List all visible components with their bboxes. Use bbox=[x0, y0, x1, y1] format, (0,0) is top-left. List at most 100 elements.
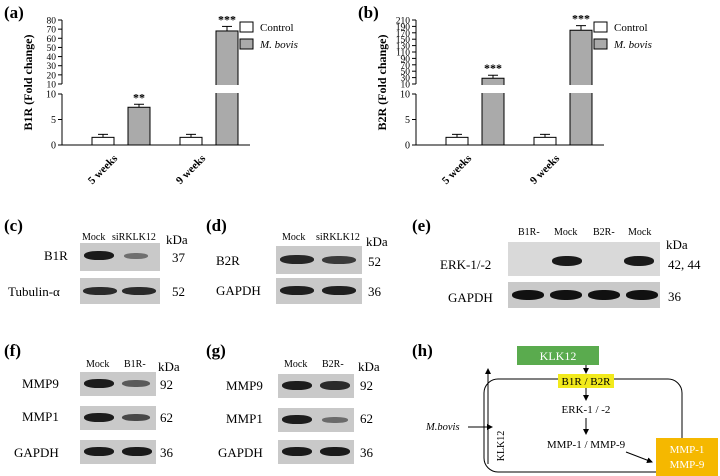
lane-label-mock: Mock bbox=[86, 359, 110, 370]
y-tick-label: 10 bbox=[46, 90, 56, 101]
kda-header: kDa bbox=[166, 232, 188, 247]
blot-image bbox=[80, 440, 156, 464]
chart-b2r-fold-change: B2R (Fold change)05101030507090110130150… bbox=[375, 12, 652, 187]
lane-label-mock: Mock bbox=[628, 227, 652, 238]
legend-label: M. bovis bbox=[613, 39, 652, 51]
kda-header: kDa bbox=[358, 359, 380, 374]
y-tick-label: 130 bbox=[396, 42, 411, 52]
lane-label-b2r: B2R- bbox=[593, 227, 615, 238]
lane-label-mock: Mock bbox=[284, 359, 308, 370]
kda-header: kDa bbox=[666, 237, 688, 252]
blot-row-label: B2R bbox=[216, 253, 240, 268]
significance-label: *** bbox=[218, 12, 236, 26]
receptor-label: B1R / B2R bbox=[562, 376, 612, 388]
blot-row-label: ERK-1/-2 bbox=[440, 257, 492, 272]
axis-break-gap bbox=[215, 85, 239, 93]
kda-value: 92 bbox=[360, 378, 373, 393]
blot-row-label: GAPDH bbox=[216, 283, 261, 298]
y-tick-label: 5 bbox=[51, 115, 56, 126]
kda-value: 62 bbox=[160, 410, 173, 425]
receptor-highlight bbox=[558, 374, 614, 388]
bar-control bbox=[91, 136, 115, 146]
blot-image bbox=[80, 243, 160, 271]
legend-label: M. bovis bbox=[259, 39, 298, 51]
y-tick-label: 110 bbox=[396, 49, 410, 59]
blot-image bbox=[80, 372, 156, 396]
mmp-output-box bbox=[656, 438, 718, 476]
legend-swatch bbox=[239, 21, 254, 33]
blot-row-label: B1R bbox=[44, 248, 68, 263]
pathway-diagram: KLK12 B1R / B2R ERK-1 / -2 MMP-1 / MMP-9… bbox=[425, 346, 718, 476]
mmp1-label: MMP-1 bbox=[670, 444, 705, 456]
western-blot-d: Mock siRKLK12 kDa B2R GAPDH 52 36 bbox=[206, 228, 406, 338]
axis-break-gap bbox=[481, 85, 505, 93]
x-category-label: 5 weeks bbox=[440, 152, 475, 187]
significance-label: *** bbox=[572, 12, 590, 26]
y-tick-label: 10 bbox=[401, 81, 411, 91]
y-tick-label: 50 bbox=[47, 44, 57, 54]
kda-value: 36 bbox=[368, 284, 381, 299]
kda-value: 92 bbox=[160, 377, 173, 392]
klk12-box bbox=[517, 346, 599, 365]
legend-label: Control bbox=[260, 22, 294, 34]
panel-label-e: (e) bbox=[412, 216, 431, 235]
kda-header: kDa bbox=[366, 234, 388, 249]
y-tick-label: 0 bbox=[405, 141, 410, 152]
y-tick-label: 10 bbox=[47, 81, 57, 91]
western-blot-g: Mock B2R- kDa MMP9 MMP1 GAPDH 92 62 36 bbox=[206, 352, 406, 476]
bar-control bbox=[179, 136, 203, 146]
x-category-label: 5 weeks bbox=[86, 152, 121, 187]
y-tick-label: 30 bbox=[47, 62, 57, 72]
significance-label: ** bbox=[133, 90, 145, 104]
x-category-label: 9 weeks bbox=[174, 152, 209, 187]
mmp9-label: MMP-9 bbox=[670, 459, 705, 471]
panel-label-c: (c) bbox=[4, 216, 23, 235]
panel-label-f: (f) bbox=[4, 341, 21, 360]
kda-value: 36 bbox=[360, 445, 373, 460]
blot-image bbox=[508, 282, 660, 308]
blot-row-label: GAPDH bbox=[14, 445, 59, 460]
klk12-vertical-label: KLK12 bbox=[496, 431, 507, 462]
significance-label: *** bbox=[484, 61, 502, 75]
lane-label-mock: Mock bbox=[554, 227, 578, 238]
klk12-label: KLK12 bbox=[540, 349, 577, 363]
legend-swatch bbox=[593, 38, 608, 50]
blot-row-label: GAPDH bbox=[218, 445, 263, 460]
cell-boundary bbox=[483, 378, 683, 473]
blot-image bbox=[276, 246, 362, 274]
blot-row-label: Tubulin-α bbox=[8, 284, 60, 299]
blot-image bbox=[508, 242, 660, 276]
panel-label-b: (b) bbox=[358, 3, 379, 22]
y-tick-label: 20 bbox=[47, 71, 57, 81]
y-tick-label: 40 bbox=[47, 53, 57, 63]
bar-m-bovis bbox=[127, 106, 151, 146]
blot-image bbox=[278, 408, 354, 432]
kda-value: 42, 44 bbox=[668, 257, 701, 272]
y-tick-label: 5 bbox=[405, 115, 410, 126]
y-tick-label: 170 bbox=[396, 29, 411, 39]
y-tick-label: 70 bbox=[401, 61, 411, 71]
y-axis-label: B2R (Fold change) bbox=[375, 34, 389, 130]
western-blot-f: Mock B1R- kDa MMP9 MMP1 GAPDH 92 62 36 bbox=[0, 352, 200, 476]
western-blot-e: B1R- Mock B2R- Mock kDa ERK-1/-2 GAPDH 4… bbox=[412, 228, 720, 338]
lane-label-mock: Mock bbox=[82, 232, 106, 243]
y-tick-label: 70 bbox=[47, 26, 57, 36]
kda-value: 36 bbox=[668, 289, 681, 304]
blot-row-label: MMP1 bbox=[226, 411, 263, 426]
kda-value: 52 bbox=[368, 254, 381, 269]
y-tick-label: 30 bbox=[401, 74, 411, 84]
lane-label-mock: Mock bbox=[282, 232, 306, 243]
kda-value: 37 bbox=[172, 250, 185, 265]
western-blot-c: Mock siRKLK12 kDa B1R Tubulin-α 37 52 bbox=[0, 228, 200, 338]
y-tick-label: 210 bbox=[396, 17, 411, 27]
lane-label-b1r: B1R- bbox=[124, 359, 146, 370]
blot-row-label: MMP9 bbox=[226, 378, 263, 393]
blot-image bbox=[278, 374, 354, 398]
erk-label: ERK-1 / -2 bbox=[562, 404, 611, 416]
legend-swatch bbox=[239, 38, 254, 50]
mmp-label: MMP-1 / MMP-9 bbox=[547, 439, 626, 451]
bar-control bbox=[533, 136, 557, 146]
axis-break-gap bbox=[569, 85, 593, 93]
kda-value: 62 bbox=[360, 411, 373, 426]
panel-label-d: (d) bbox=[206, 216, 227, 235]
